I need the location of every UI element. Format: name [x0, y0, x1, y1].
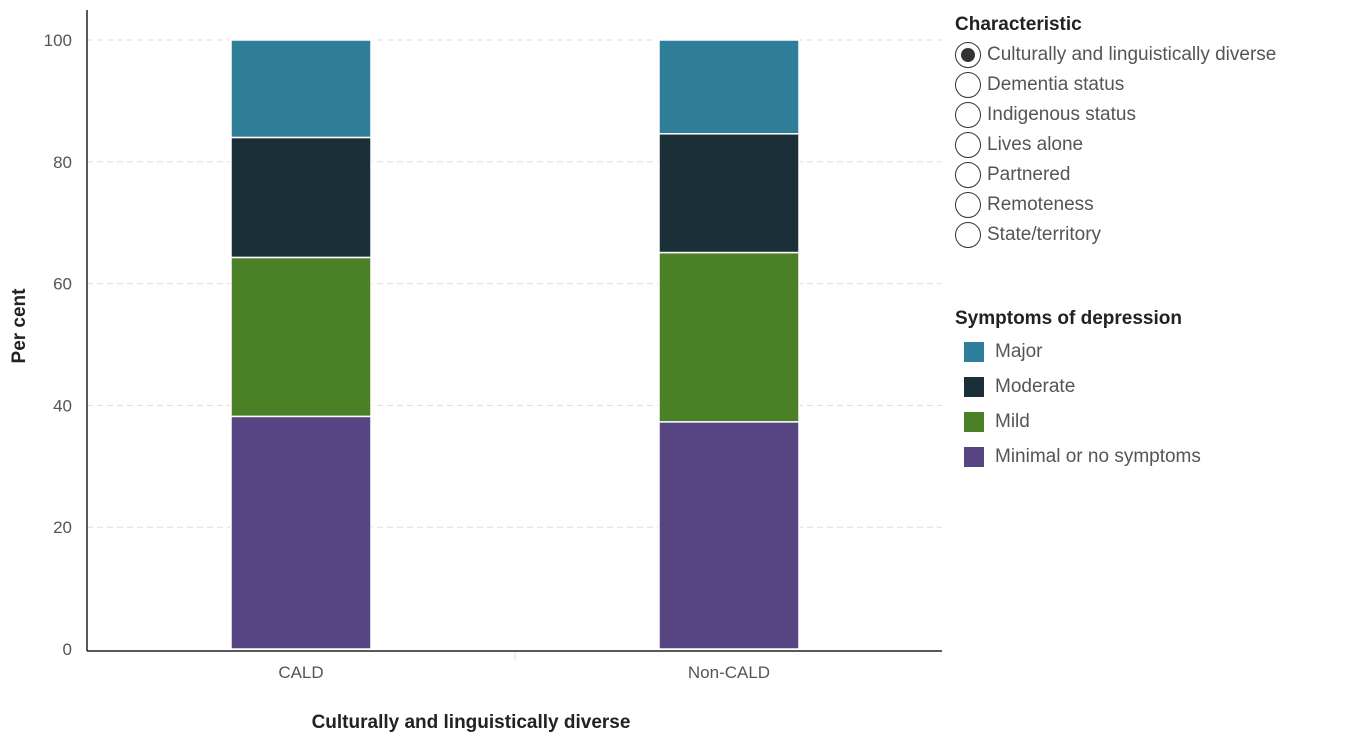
y-tick-label: 0 [63, 640, 72, 659]
x-tick-label: Non-CALD [688, 663, 770, 682]
bar-segment[interactable] [230, 136, 372, 259]
bar-segment[interactable] [230, 415, 372, 650]
bar-segment[interactable] [658, 39, 800, 135]
characteristic-option-label: State/territory [987, 224, 1102, 245]
gridlines [87, 39, 942, 660]
radio-unselected-icon[interactable] [955, 222, 981, 248]
x-tick-label: CALD [278, 663, 323, 682]
radio-unselected-icon[interactable] [955, 162, 981, 188]
bar-segment[interactable] [230, 39, 372, 139]
legend-item: Minimal or no symptoms [955, 439, 1201, 474]
characteristic-option[interactable]: Culturally and linguistically diverse [955, 40, 1276, 70]
characteristic-option[interactable]: Lives alone [955, 130, 1276, 160]
characteristic-option[interactable]: State/territory [955, 220, 1276, 250]
bar-segment[interactable] [230, 256, 372, 418]
radio-unselected-icon[interactable] [955, 132, 981, 158]
characteristic-option[interactable]: Partnered [955, 160, 1276, 190]
bar-segment[interactable] [658, 251, 800, 423]
radio-unselected-icon[interactable] [955, 102, 981, 128]
bar-segment[interactable] [658, 133, 800, 254]
characteristic-option-label: Culturally and linguistically diverse [987, 44, 1277, 65]
y-axis-title: Per cent [9, 288, 30, 364]
bars [230, 39, 800, 650]
legend-swatch [964, 341, 984, 362]
characteristic-option[interactable]: Remoteness [955, 190, 1276, 220]
x-axis-ticks: CALD Non-CALD [278, 663, 770, 682]
legend-item: Moderate [955, 369, 1201, 404]
characteristic-option-label: Partnered [987, 164, 1071, 185]
y-tick-label: 20 [53, 518, 72, 537]
legend-label: Major [995, 340, 1043, 362]
characteristic-option-label: Remoteness [987, 194, 1094, 215]
legend-swatch [964, 376, 984, 397]
legend-label: Mild [995, 410, 1030, 432]
legend: Symptoms of depression Major Moderate Mild… [955, 308, 1201, 474]
characteristic-option[interactable]: Indigenous status [955, 100, 1276, 130]
legend-item: Major [955, 334, 1201, 369]
legend-label: Moderate [995, 375, 1076, 397]
characteristic-option-label: Indigenous status [987, 104, 1136, 125]
x-axis-title: Culturally and linguistically diverse [312, 712, 631, 733]
radio-selected-icon[interactable] [955, 42, 981, 68]
y-tick-label: 40 [53, 396, 72, 415]
radio-unselected-icon[interactable] [955, 72, 981, 98]
radio-dot-icon [961, 48, 975, 62]
y-tick-label: 80 [53, 153, 72, 172]
characteristic-option-label: Dementia status [987, 74, 1125, 95]
legend-label: Minimal or no symptoms [995, 445, 1201, 467]
characteristic-filter: Characteristic Culturally and linguistic… [955, 14, 1276, 250]
bar-segment[interactable] [658, 421, 800, 650]
y-tick-label: 100 [44, 31, 72, 50]
radio-unselected-icon[interactable] [955, 192, 981, 218]
legend-title: Symptoms of depression [955, 308, 1182, 329]
stacked-bar-chart: 0 20 40 60 80 100 CALD Non-CALD Per cent Cultu… [9, 10, 942, 733]
legend-swatch [964, 411, 984, 432]
characteristic-option-label: Lives alone [987, 134, 1084, 155]
legend-swatch [964, 446, 984, 467]
characteristic-option[interactable]: Dementia status [955, 70, 1276, 100]
legend-items: Major Moderate Mild Minimal or no symptoms [955, 334, 1201, 474]
characteristic-title: Characteristic [955, 14, 1082, 35]
y-tick-label: 60 [53, 275, 72, 294]
characteristic-radio-group: Culturally and linguistically diverse Dem… [955, 40, 1276, 250]
y-axis-ticks: 0 20 40 60 80 100 [44, 31, 72, 659]
legend-item: Mild [955, 404, 1201, 439]
